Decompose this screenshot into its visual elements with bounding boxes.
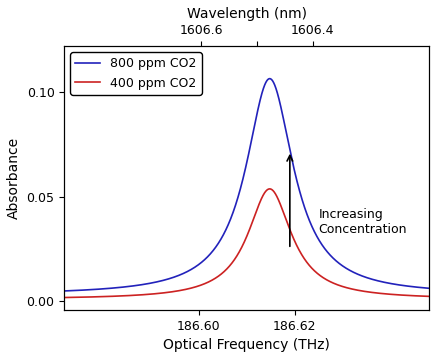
Y-axis label: Absorbance: Absorbance bbox=[7, 137, 21, 219]
400 ppm CO2 bbox=[201, 282, 207, 286]
400 ppm CO2 bbox=[125, 294, 130, 298]
800 ppm CO2 bbox=[103, 286, 109, 291]
Legend: 800 ppm CO2, 400 ppm CO2: 800 ppm CO2, 400 ppm CO2 bbox=[71, 52, 202, 95]
400 ppm CO2 bbox=[426, 294, 432, 299]
800 ppm CO2 bbox=[217, 239, 222, 243]
400 ppm CO2 bbox=[380, 292, 385, 296]
X-axis label: Wavelength (nm): Wavelength (nm) bbox=[187, 7, 307, 21]
800 ppm CO2 bbox=[267, 76, 272, 81]
800 ppm CO2 bbox=[380, 280, 385, 284]
800 ppm CO2 bbox=[426, 286, 432, 290]
400 ppm CO2 bbox=[103, 294, 109, 299]
800 ppm CO2 bbox=[201, 258, 207, 262]
Line: 400 ppm CO2: 400 ppm CO2 bbox=[64, 189, 429, 298]
Text: Increasing
Concentration: Increasing Concentration bbox=[319, 208, 407, 236]
400 ppm CO2 bbox=[267, 187, 272, 191]
Line: 800 ppm CO2: 800 ppm CO2 bbox=[64, 79, 429, 291]
800 ppm CO2 bbox=[419, 285, 425, 290]
400 ppm CO2 bbox=[217, 273, 222, 277]
X-axis label: Optical Frequency (THz): Optical Frequency (THz) bbox=[163, 338, 330, 352]
400 ppm CO2 bbox=[419, 294, 425, 298]
800 ppm CO2 bbox=[125, 284, 130, 289]
400 ppm CO2 bbox=[61, 295, 67, 300]
800 ppm CO2 bbox=[61, 289, 67, 293]
